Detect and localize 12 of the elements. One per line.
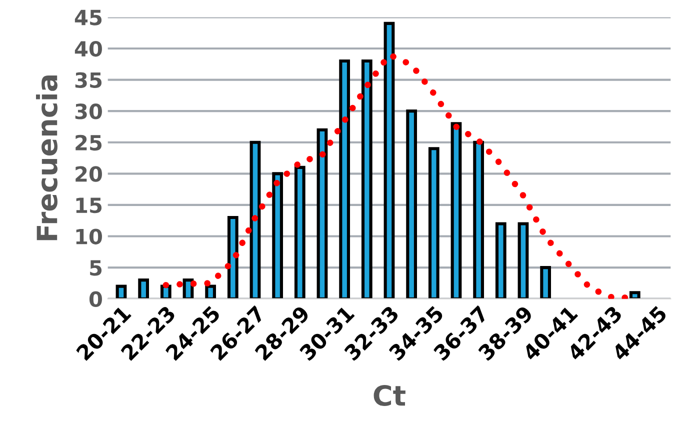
y-tick-label: 35	[75, 72, 102, 88]
y-tick-label: 25	[76, 134, 102, 151]
y-tick-label: 30	[75, 104, 102, 120]
y-tick-label: 5	[90, 260, 102, 276]
y-tick-label: 20	[76, 166, 102, 182]
y-tick-label: 40	[74, 40, 102, 57]
y-tick-label: 10	[76, 228, 102, 244]
y-tick-label: 45	[74, 10, 102, 26]
y-tick-label: 15	[76, 198, 102, 214]
x-axis-title: Ct	[374, 385, 406, 406]
y-tick-label: 0	[89, 291, 102, 308]
y-axis-title: Frecuencia	[36, 76, 58, 240]
